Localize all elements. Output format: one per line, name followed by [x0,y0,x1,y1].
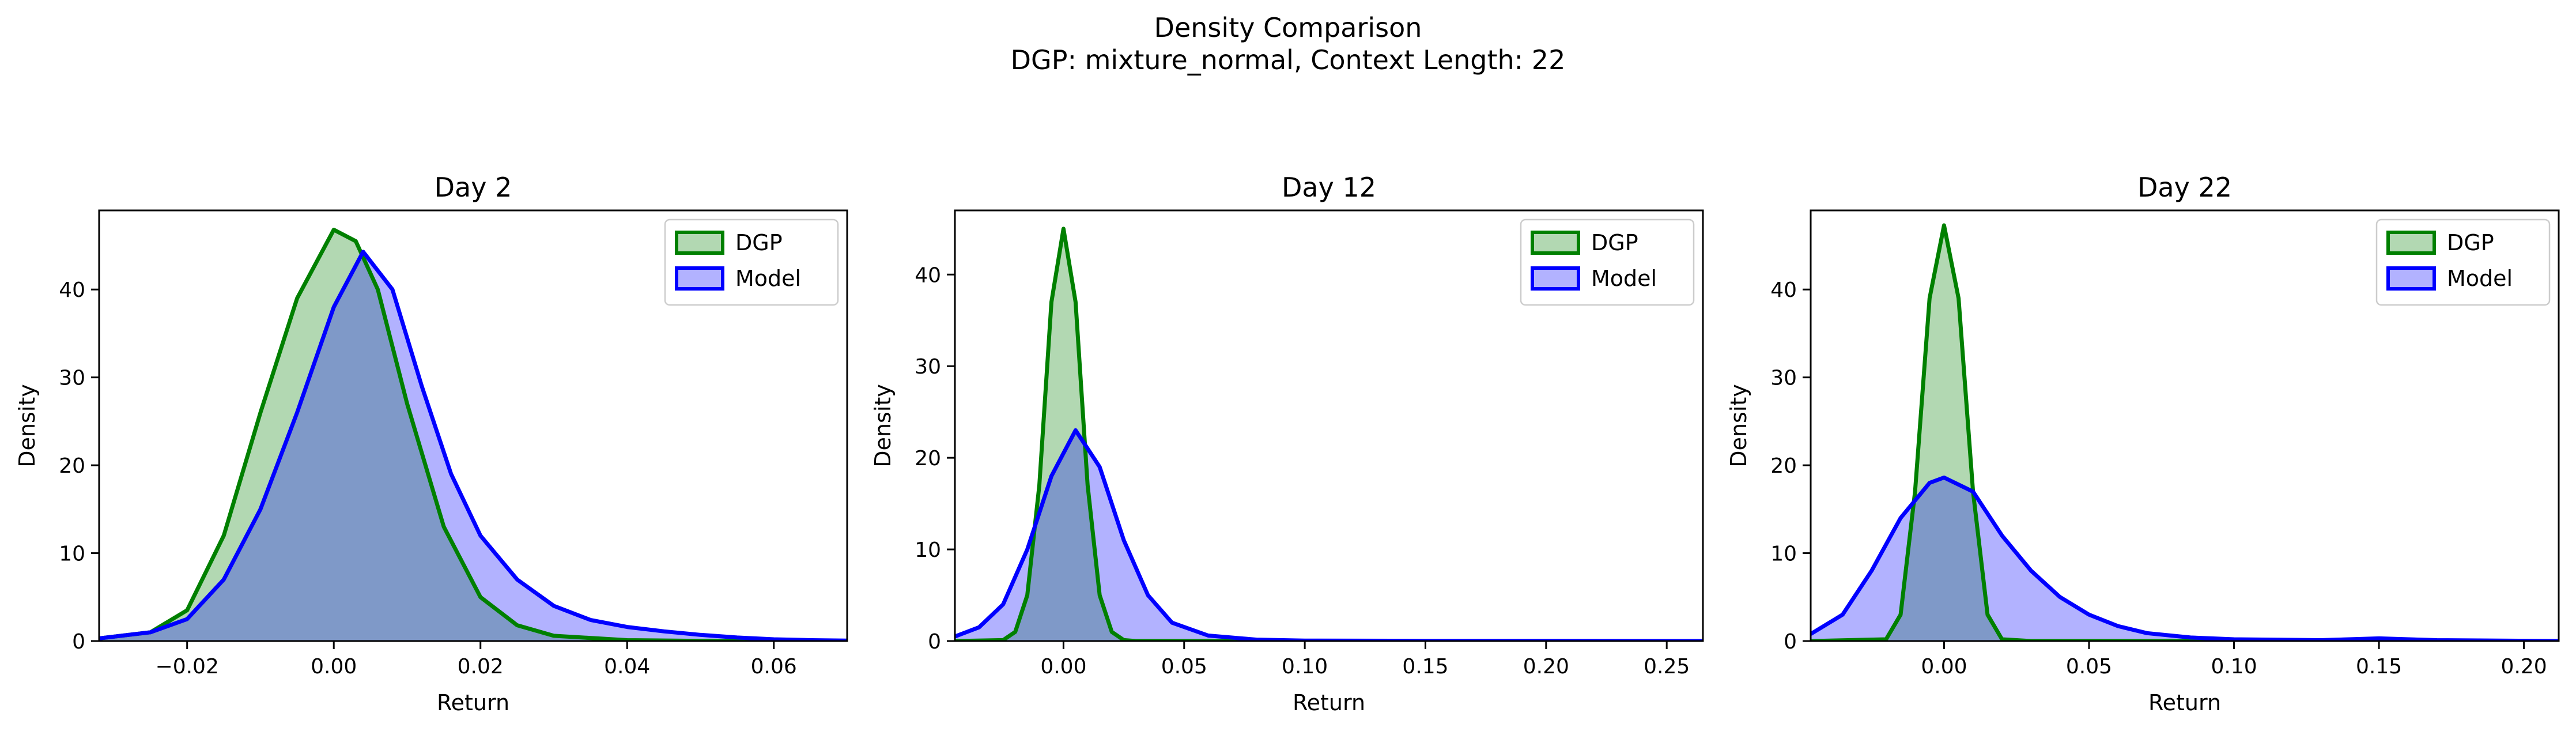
legend-swatch-model-3 [2386,266,2436,291]
axes-frame-2 [954,209,1704,642]
legend-label-model-2: Model [1591,266,1657,291]
y-tick-label-3-3: 30 [1770,367,1797,390]
axes-frame-1 [98,209,848,642]
x-tick-label-1-0: −0.02 [156,655,219,679]
legend-1: DGP Model [664,218,839,306]
x-tick-label-1-3: 0.04 [604,655,650,679]
legend-swatch-model-2 [1531,266,1580,291]
y-tick-label-2-0: 0 [928,630,941,654]
panels: −0.02 0.00 0.02 0.04 0.06 0 10 20 30 40 Day 2 Retur… [14,172,2560,715]
legend-swatch-dgp-3 [2386,231,2436,255]
y-axis-label-1: Density [14,384,40,467]
x-tick-label-3-3: 0.15 [2356,655,2402,679]
x-tick-label-3-2: 0.10 [2211,655,2257,679]
legend-3: DGP Model [2375,218,2551,306]
y-axis-label-2: Density [870,384,896,467]
figure-title-line1: Density Comparison [1154,12,1422,43]
panel-title-1: Day 2 [435,172,512,203]
overlap-area-2 [955,431,1703,641]
legend-label-model-3: Model [2447,266,2513,291]
y-tick-label-3-0: 0 [1784,630,1797,654]
x-tick-label-3-1: 0.05 [2066,655,2112,679]
y-tick-label-2-4: 40 [915,263,941,287]
x-tick-label-1-2: 0.02 [458,655,504,679]
legend-label-dgp-1: DGP [735,230,783,255]
panel-1: −0.02 0.00 0.02 0.04 0.06 0 10 20 30 40 Day 2 Retur… [14,172,848,715]
y-tick-label-3-1: 10 [1770,542,1797,566]
y-tick-label-1-2: 20 [59,454,85,478]
x-axis-label-2: Return [1293,690,1365,715]
model-density-area-2 [955,430,1703,641]
legend-label-dgp-2: DGP [1591,230,1638,255]
model-density-area-3 [1811,477,2559,641]
panel-2: 0.00 0.05 0.10 0.15 0.20 0.25 0 10 20 30 40 Day 12 R… [870,172,1704,715]
overlap-area-1 [99,255,847,641]
x-tick-label-2-0: 0.00 [1040,655,1086,679]
x-tick-label-1-1: 0.00 [311,655,357,679]
legend-swatch-dgp-1 [675,231,724,255]
y-tick-label-2-2: 20 [915,447,941,470]
y-tick-label-3-2: 20 [1770,454,1797,478]
dgp-density-line-3 [1811,223,2559,641]
overlap-area-3 [1811,477,2559,641]
legend-swatch-model-1 [675,266,724,291]
panel-title-2: Day 12 [1282,172,1376,203]
x-tick-label-2-3: 0.15 [1402,655,1448,679]
x-tick-label-3-0: 0.00 [1921,655,1967,679]
panel-title-3: Day 22 [2137,172,2232,203]
x-tick-label-2-2: 0.10 [1282,655,1328,679]
x-tick-label-2-5: 0.25 [1644,655,1690,679]
dgp-density-area-3 [1811,225,2559,641]
x-tick-label-3-4: 0.20 [2501,655,2547,679]
legend-2: DGP Model [1520,218,1695,306]
y-tick-label-3-4: 40 [1770,278,1797,302]
axes-frame-3 [1810,209,2560,642]
y-tick-label-1-0: 0 [72,630,85,654]
legend-label-model-1: Model [735,266,801,291]
model-density-line-1 [99,250,847,641]
figure-title-line2: DGP: mixture_normal, Context Length: 22 [1011,44,1566,76]
legend-label-dgp-3: DGP [2447,230,2494,255]
x-tick-label-2-1: 0.05 [1161,655,1207,679]
panel-3: 0.00 0.05 0.10 0.15 0.20 0 10 20 30 40 Day 22 Retur… [1726,172,2560,715]
legend-swatch-dgp-2 [1531,231,1580,255]
y-tick-label-1-3: 30 [59,367,85,390]
x-tick-label-1-4: 0.06 [751,655,797,679]
y-axis-label-3: Density [1726,384,1751,467]
x-axis-label-3: Return [2148,690,2221,715]
x-axis-label-1: Return [437,690,509,715]
x-tick-label-2-4: 0.20 [1523,655,1569,679]
y-tick-label-1-4: 40 [59,278,85,302]
y-tick-label-1-1: 10 [59,542,85,566]
y-tick-label-2-1: 10 [915,538,941,562]
y-tick-label-2-3: 30 [915,355,941,379]
